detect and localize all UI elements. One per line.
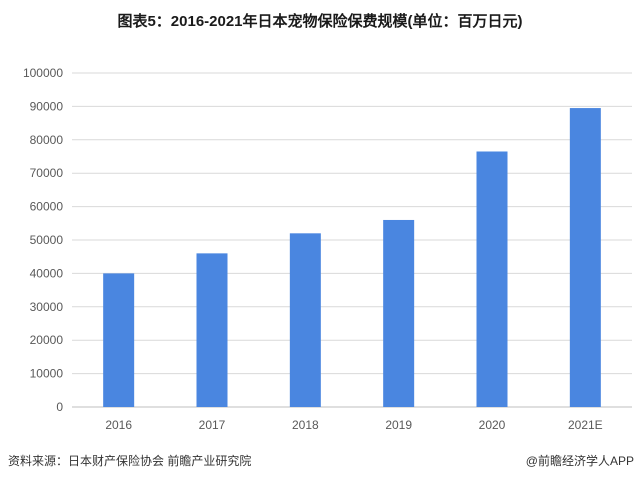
x-tick-label: 2016 (105, 418, 132, 432)
bar-2018 (289, 233, 321, 407)
y-tick-label: 50000 (30, 233, 64, 247)
gridlines (72, 72, 632, 408)
y-tick-label: 20000 (30, 333, 64, 347)
x-tick-label: 2017 (199, 418, 226, 432)
y-tick-label: 10000 (30, 367, 64, 381)
x-tick-label: 2020 (479, 418, 506, 432)
bar-2021E (569, 108, 601, 407)
bar-2016 (103, 273, 135, 407)
x-tick-label: 2019 (385, 418, 412, 432)
y-tick-label: 60000 (30, 200, 64, 214)
bars (103, 108, 601, 407)
bar-2020 (476, 151, 508, 407)
chart-title: 图表5：2016-2021年日本宠物保险保费规模(单位：百万日元) (117, 13, 523, 30)
y-tick-label: 80000 (30, 133, 64, 147)
bar-2017 (196, 253, 228, 407)
y-tick-label: 70000 (30, 166, 64, 180)
bar-2019 (383, 219, 415, 407)
y-tick-label: 30000 (30, 300, 64, 314)
y-tick-label: 90000 (30, 99, 64, 113)
y-tick-label: 40000 (30, 266, 64, 280)
x-axis-ticks: 2016 2017 2018 2019 2020 2021E (105, 418, 602, 432)
y-tick-label: 0 (56, 400, 63, 414)
y-tick-label: 100000 (23, 66, 63, 80)
y-axis-ticks: 0 10000 20000 30000 40000 50000 60000 70000 8000… (23, 66, 63, 414)
source-note: 资料来源：日本财产保险协会 前瞻产业研究院 (8, 454, 252, 468)
brand-credit: @前瞻经济学人APP (525, 454, 634, 468)
x-tick-label: 2021E (568, 418, 603, 432)
x-tick-label: 2018 (292, 418, 319, 432)
